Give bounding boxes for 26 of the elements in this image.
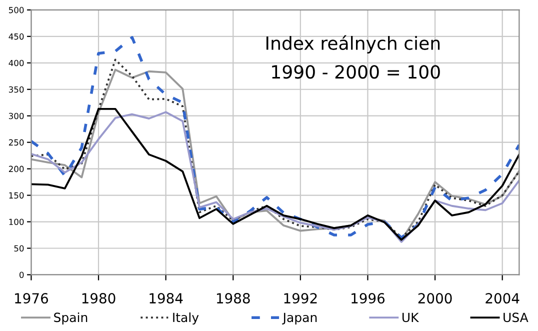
y-tick-label: 350 [8,86,24,93]
y-tick-label: 150 [9,192,24,199]
x-tick-label: 1988 [216,293,250,304]
x-tick-label: 2000 [418,293,452,304]
x-tick-label: 1992 [284,293,317,304]
y-tick-label: 500 [8,6,24,14]
y-tick-label: 400 [8,60,24,66]
y-tick-label: 50 [14,245,24,252]
y-tick-label: 100 [9,218,24,226]
legend-label: Spain [54,312,88,325]
legend-label: USA [504,312,528,322]
x-tick-label: 1996 [352,293,385,304]
annotation: Index reálnych cien [266,35,440,54]
x-tick-label: 1976 [15,293,48,304]
annotation: 1990 - 2000 = 100 [272,65,440,79]
y-tick-label: 300 [8,112,24,120]
y-tick-label: 250 [8,139,24,146]
x-tick-label: 1980 [82,293,116,304]
y-tick-label: 200 [8,166,24,172]
y-tick-label: 0 [20,272,24,278]
legend-label: Italy [173,312,199,325]
y-tick-label: 450 [8,33,24,40]
x-tick-label: 1984 [150,293,183,304]
legend-label: UK [402,312,420,322]
legend-label: Japan [282,312,317,325]
x-tick-label: 2004 [486,293,520,304]
